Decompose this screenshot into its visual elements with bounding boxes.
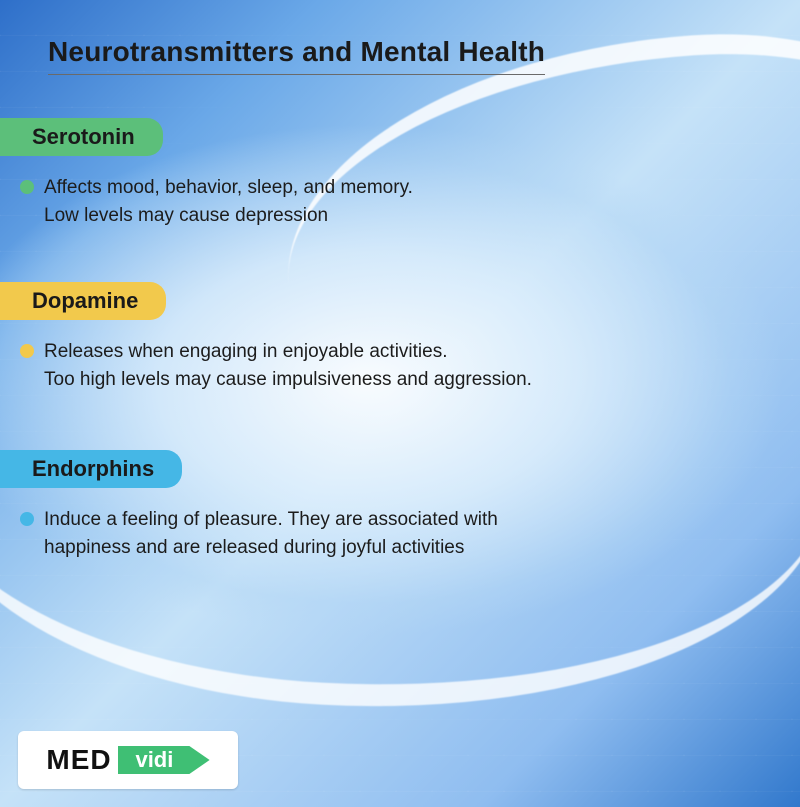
logo-text-vidi: vidi	[118, 740, 192, 780]
section-serotonin: Serotonin Affects mood, behavior, sleep,…	[0, 118, 413, 229]
bullet-dot-icon	[20, 512, 34, 526]
section-serotonin-line1: Affects mood, behavior, sleep, and memor…	[44, 174, 413, 202]
section-dopamine-line2: Too high levels may cause impulsiveness …	[44, 366, 532, 394]
section-endorphins: Endorphins Induce a feeling of pleasure.…	[0, 450, 498, 561]
section-endorphins-body: Induce a feeling of pleasure. They are a…	[44, 506, 498, 561]
content-layer: Neurotransmitters and Mental Health Sero…	[0, 0, 800, 807]
infographic-canvas: Neurotransmitters and Mental Health Sero…	[0, 0, 800, 807]
bullet-dot-icon	[20, 180, 34, 194]
section-dopamine-heading: Dopamine	[0, 282, 166, 320]
section-endorphins-heading: Endorphins	[0, 450, 182, 488]
page-title: Neurotransmitters and Mental Health	[48, 36, 545, 75]
section-serotonin-body: Affects mood, behavior, sleep, and memor…	[44, 174, 413, 229]
logo-vidi: vidi	[118, 740, 210, 780]
logo: MED vidi	[18, 731, 238, 789]
section-dopamine-body: Releases when engaging in enjoyable acti…	[44, 338, 532, 393]
section-dopamine-line1: Releases when engaging in enjoyable acti…	[44, 338, 532, 366]
section-dopamine: Dopamine Releases when engaging in enjoy…	[0, 282, 532, 393]
section-serotonin-line2: Low levels may cause depression	[44, 202, 413, 230]
logo-text-med: MED	[46, 744, 111, 776]
section-endorphins-line1: Induce a feeling of pleasure. They are a…	[44, 506, 498, 534]
bullet-dot-icon	[20, 344, 34, 358]
section-serotonin-heading: Serotonin	[0, 118, 163, 156]
section-endorphins-line2: happiness and are released during joyful…	[44, 534, 498, 562]
